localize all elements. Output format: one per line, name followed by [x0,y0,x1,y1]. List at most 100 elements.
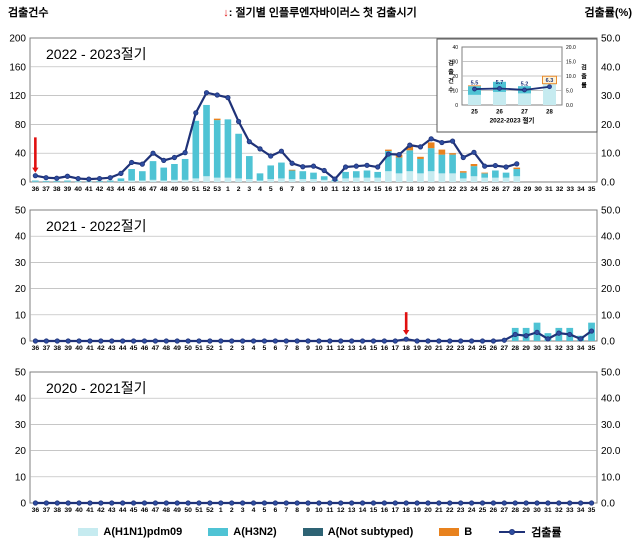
svg-text:48: 48 [160,186,168,193]
svg-text:39: 39 [64,186,72,193]
svg-text:23: 23 [457,345,465,352]
svg-text:10: 10 [15,472,27,483]
svg-text:22: 22 [449,186,457,193]
svg-text:40: 40 [74,186,82,193]
svg-text:30: 30 [533,507,541,514]
svg-text:14: 14 [363,186,371,193]
svg-text:6: 6 [273,507,277,514]
svg-text:5.5: 5.5 [471,81,479,87]
svg-text:50: 50 [184,345,192,352]
svg-text:35: 35 [588,345,596,352]
svg-text:1: 1 [219,345,223,352]
svg-text:11: 11 [326,345,333,352]
svg-text:2: 2 [230,345,234,352]
svg-text:11: 11 [326,507,333,514]
a-not-subtyped-swatch-icon [302,528,323,536]
svg-text:건: 건 [448,77,454,85]
svg-text:51: 51 [195,507,203,514]
rate-line-swatch-icon [499,529,526,535]
svg-text:16: 16 [385,186,393,193]
svg-text:0: 0 [20,178,26,189]
svg-text:31: 31 [544,507,552,514]
svg-text:35: 35 [588,186,596,193]
svg-text:49: 49 [171,186,179,193]
svg-text:27: 27 [521,110,528,116]
svg-text:11: 11 [331,186,338,193]
svg-text:38: 38 [53,186,61,193]
svg-text:36: 36 [32,186,40,193]
svg-text:46: 46 [141,507,149,514]
svg-text:20: 20 [15,284,27,295]
svg-text:15: 15 [370,507,378,514]
svg-text:10: 10 [320,186,328,193]
svg-text:32: 32 [555,507,563,514]
svg-text:51: 51 [195,345,203,352]
svg-text:52: 52 [206,507,214,514]
svg-text:률: 률 [581,82,587,90]
svg-text:13: 13 [353,186,361,193]
svg-text:30.0: 30.0 [601,420,621,431]
svg-text:41: 41 [85,186,93,193]
svg-text:29: 29 [522,507,530,514]
svg-text:28: 28 [513,186,521,193]
svg-text:14: 14 [359,345,367,352]
svg-text:46: 46 [141,345,149,352]
svg-text:160: 160 [9,62,26,73]
svg-text:46: 46 [139,186,147,193]
svg-text:30: 30 [533,345,541,352]
svg-text:24: 24 [470,186,478,193]
svg-text:43: 43 [108,507,116,514]
svg-text:47: 47 [152,507,160,514]
svg-text:22: 22 [446,345,454,352]
legend-label: B [464,526,473,538]
svg-text:25: 25 [481,186,489,193]
svg-text:27: 27 [501,345,509,352]
svg-text:30: 30 [15,258,27,269]
svg-text:12: 12 [337,345,345,352]
svg-text:40.0: 40.0 [601,394,621,405]
svg-text:2: 2 [237,186,241,193]
svg-text:12: 12 [342,186,350,193]
svg-text:43: 43 [106,186,114,193]
svg-text:32: 32 [556,186,564,193]
svg-text:47: 47 [149,186,157,193]
svg-text:20.0: 20.0 [601,446,621,457]
svg-text:37: 37 [42,186,50,193]
svg-text:20.0: 20.0 [601,284,621,295]
svg-text:16: 16 [381,507,389,514]
svg-text:26: 26 [490,507,498,514]
svg-text:27: 27 [501,507,509,514]
svg-text:5: 5 [263,345,267,352]
svg-text:34: 34 [577,345,585,352]
svg-text:20: 20 [424,345,432,352]
svg-text:37: 37 [43,345,51,352]
svg-text:37: 37 [43,507,51,514]
svg-text:0.0: 0.0 [601,178,615,189]
svg-text:50: 50 [15,206,27,217]
svg-text:31: 31 [544,345,552,352]
svg-text:15.0: 15.0 [566,59,576,65]
first-detection-note: ↓: 절기별 인플루엔자바이러스 첫 검출시기 [0,4,640,20]
svg-text:3: 3 [241,507,245,514]
svg-text:30: 30 [15,420,27,431]
svg-text:8: 8 [301,186,305,193]
svg-text:20: 20 [15,446,27,457]
svg-text:10: 10 [15,310,27,321]
svg-text:38: 38 [53,345,61,352]
svg-text:48: 48 [163,507,171,514]
svg-text:7: 7 [284,345,288,352]
svg-text:2021 - 2022절기: 2021 - 2022절기 [46,218,147,234]
svg-text:52: 52 [206,345,214,352]
svg-text:35: 35 [588,507,596,514]
svg-text:20: 20 [427,186,435,193]
svg-text:50: 50 [15,368,27,379]
svg-text:6.3: 6.3 [546,78,554,84]
svg-text:9: 9 [306,345,310,352]
svg-text:50.0: 50.0 [601,34,621,45]
svg-text:19: 19 [413,507,421,514]
legend-item-a-not-subtyped: A(Not subtyped) [302,526,413,538]
svg-text:1: 1 [226,186,230,193]
svg-text:20: 20 [424,507,432,514]
svg-text:48: 48 [163,345,171,352]
